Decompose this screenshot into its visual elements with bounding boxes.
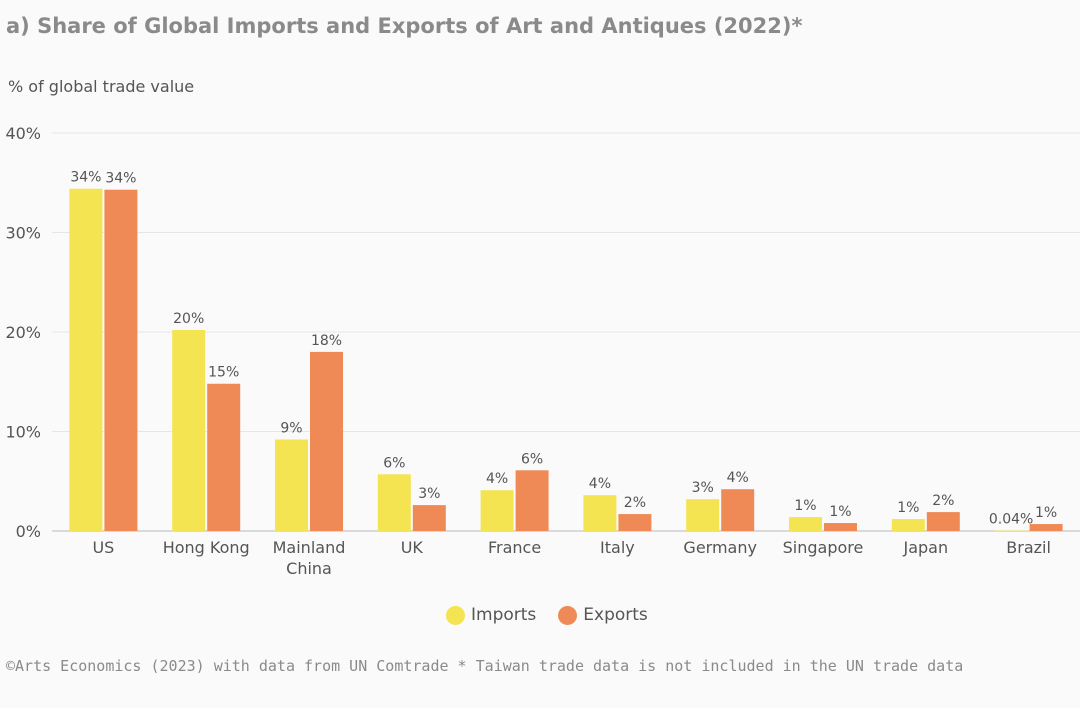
data-label-exports: 1%	[1035, 505, 1057, 521]
legend-item-exports: Exports	[558, 605, 648, 625]
legend-label-exports: Exports	[583, 605, 648, 625]
bar-exports	[1029, 524, 1063, 531]
legend-swatch-imports	[446, 605, 465, 625]
bar-chart: 0% 10% 20% 30% 40% 34% 34% US 20% 15% Hong Kong 9% 1…	[5, 124, 1080, 578]
bar-exports	[515, 470, 549, 531]
bar-imports	[69, 188, 103, 531]
x-tick-label: Mainland	[273, 538, 346, 557]
data-label-imports: 9%	[280, 420, 302, 436]
bar-exports	[310, 351, 343, 531]
data-label-exports: 3%	[418, 486, 440, 502]
data-label-imports: 1%	[897, 500, 919, 516]
bar-imports	[583, 495, 617, 531]
x-tick-label: UK	[401, 538, 424, 557]
x-tick-label: Italy	[600, 538, 635, 557]
data-label-imports: 3%	[692, 480, 714, 496]
data-label-imports: 0.04%	[989, 512, 1033, 528]
bar-exports	[618, 514, 652, 531]
bar-imports	[377, 474, 411, 531]
data-label-exports: 4%	[727, 470, 749, 486]
bar-imports	[172, 330, 206, 531]
bar-exports	[412, 505, 446, 531]
x-tick-label: Japan	[902, 538, 948, 557]
data-label-imports: 20%	[173, 311, 204, 327]
x-tick-label: China	[286, 559, 332, 578]
bar-exports	[721, 489, 755, 531]
x-tick-label: Hong Kong	[163, 538, 250, 557]
bar-imports	[480, 490, 514, 531]
chart-title: a) Share of Global Imports and Exports o…	[6, 14, 803, 38]
y-tick-label: 30%	[5, 224, 41, 243]
y-tick-label: 0%	[16, 522, 41, 541]
y-tick-label: 20%	[5, 323, 41, 342]
x-tick-label: US	[92, 538, 114, 557]
data-label-imports: 4%	[589, 476, 611, 492]
legend-item-imports: Imports	[446, 605, 536, 625]
bar-imports	[789, 517, 822, 531]
bar-exports	[926, 512, 960, 531]
data-label-exports: 6%	[521, 451, 543, 467]
x-tick-label: Singapore	[783, 538, 864, 557]
legend-label-imports: Imports	[471, 605, 537, 625]
data-label-imports: 34%	[70, 170, 101, 186]
data-label-exports: 2%	[932, 493, 954, 509]
data-label-exports: 34%	[105, 171, 136, 187]
y-tick-label: 10%	[5, 423, 41, 442]
bar-imports	[686, 499, 720, 531]
data-label-imports: 1%	[794, 498, 816, 514]
x-tick-label: France	[488, 538, 541, 557]
source-footnote: ©Arts Economics (2023) with data from UN…	[6, 657, 964, 675]
bar-imports	[275, 439, 308, 531]
legend: Imports Exports	[446, 605, 670, 625]
legend-swatch-exports	[558, 605, 578, 625]
y-axis-label: % of global trade value	[8, 77, 195, 96]
data-label-imports: 6%	[383, 455, 405, 471]
y-tick-label: 40%	[5, 124, 41, 143]
bar-exports	[104, 189, 138, 531]
bar-exports	[207, 383, 241, 531]
data-label-exports: 15%	[208, 365, 239, 381]
data-label-exports: 1%	[829, 504, 851, 520]
data-label-exports: 2%	[624, 495, 646, 511]
data-label-imports: 4%	[486, 471, 508, 487]
bar-exports	[824, 523, 857, 531]
data-label-exports: 18%	[311, 333, 342, 349]
x-tick-label: Brazil	[1006, 538, 1051, 557]
x-tick-label: Germany	[683, 538, 757, 557]
bar-imports	[891, 519, 925, 531]
